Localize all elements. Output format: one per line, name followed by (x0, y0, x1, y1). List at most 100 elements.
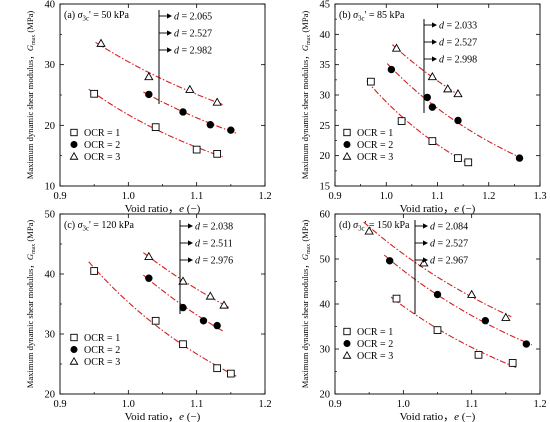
legend-label: OCR = 3 (84, 357, 120, 368)
legend-marker-ocr-3 (69, 356, 79, 365)
data-point-ocr-3 (178, 276, 188, 285)
data-point-ocr-2 (515, 154, 524, 162)
d-arrow-head (167, 47, 172, 53)
x-axis-label: Void ratio，e (−) (400, 203, 476, 215)
data-point-ocr-3 (96, 38, 106, 47)
y-tick-label: 50 (45, 210, 56, 221)
data-point-ocr-2 (385, 257, 394, 265)
legend-marker-ocr-3 (342, 350, 352, 359)
d-arrow-head (167, 30, 172, 36)
data-point-ocr-1 (433, 326, 442, 334)
legend-label: OCR = 1 (357, 327, 393, 338)
y-tick-label: 20 (320, 390, 331, 401)
legend-marker-ocr-2 (343, 339, 351, 347)
y-tick-label: 20 (45, 390, 56, 401)
d-value-label: d = 2.033 (439, 21, 477, 32)
data-point-ocr-1 (192, 145, 201, 154)
x-axis-label: Void ratio，e (−) (125, 203, 201, 215)
d-value-label: d = 2.527 (174, 29, 212, 40)
legend-marker-ocr-2 (70, 141, 78, 149)
data-point-ocr-2 (454, 116, 462, 125)
panel-label: (d) σ3c' = 150 kPa (339, 220, 410, 233)
y-tick-label: 40 (320, 30, 331, 41)
data-point-ocr-3 (205, 291, 216, 300)
d-arrow-head (432, 22, 437, 28)
y-tick-label: 50 (320, 255, 331, 266)
x-tick-label: 1.3 (533, 191, 546, 202)
fit-curve-ocr-3 (143, 252, 230, 309)
data-point-ocr-3 (427, 71, 438, 81)
y-tick-label: 45 (320, 0, 331, 11)
data-point-ocr-1 (226, 369, 235, 378)
data-point-ocr-1 (179, 340, 187, 349)
y-tick-label: 10 (45, 182, 56, 193)
legend-marker-ocr-2 (343, 141, 351, 149)
data-point-ocr-1 (151, 316, 160, 325)
data-point-ocr-1 (213, 149, 222, 158)
y-tick-label: 40 (320, 300, 331, 311)
x-tick-label: 1.2 (482, 191, 495, 202)
data-point-ocr-2 (433, 290, 442, 299)
d-arrow-head (432, 39, 437, 45)
panel-label: (c) σ3c' = 120 kPa (64, 220, 134, 233)
y-tick-label: 20 (45, 121, 56, 132)
data-point-ocr-1 (428, 137, 437, 145)
x-tick-label: 0.9 (328, 399, 341, 410)
fit-curve-ocr-1 (390, 296, 519, 369)
data-point-ocr-2 (481, 316, 490, 325)
legend-marker-ocr-1 (70, 128, 78, 137)
d-arrow-head (423, 240, 428, 246)
data-point-ocr-1 (508, 359, 517, 367)
chart-panel-c: 0.9 1.0 1.1 1.2 20 30 40 50 Void ratio，e (−) Maxi… (25, 210, 272, 422)
x-tick-label: 1.1 (465, 399, 478, 410)
legend-marker-ocr-3 (69, 151, 79, 160)
legend-label: OCR = 2 (357, 339, 393, 350)
data-point-ocr-2 (423, 93, 431, 102)
data-point-ocr-2 (227, 126, 235, 134)
x-tick-label: 1.2 (258, 399, 271, 410)
data-point-ocr-2 (199, 317, 208, 325)
x-tick-label: 1.0 (122, 191, 135, 202)
y-tick-label: 30 (320, 345, 331, 356)
d-arrow-head (167, 13, 172, 19)
y-axis-label: Maximum dynamic shear modulus，Gmax (MPa) (25, 11, 37, 180)
panel-label: (a) σ3c' = 50 kPa (64, 10, 129, 23)
legend-label: OCR = 2 (84, 140, 120, 151)
fit-curve-ocr-3 (392, 44, 463, 98)
x-tick-label: 1.0 (122, 399, 135, 410)
panel-label: (b) σ3c' = 85 kPa (339, 10, 405, 23)
data-point-ocr-3 (144, 251, 154, 260)
x-axis-label: Void ratio，e (−) (125, 411, 201, 422)
legend-label: OCR = 1 (84, 128, 120, 139)
data-point-ocr-2 (179, 108, 187, 116)
data-point-ocr-2 (213, 321, 221, 330)
legend-label: OCR = 3 (84, 152, 120, 163)
legend-label: OCR = 3 (357, 152, 393, 163)
data-point-ocr-3 (219, 300, 229, 309)
data-point-ocr-3 (364, 226, 374, 235)
d-value-label: d = 2.967 (430, 256, 468, 267)
d-arrow-head (423, 223, 428, 229)
data-point-ocr-1 (151, 123, 160, 132)
fit-curve-ocr-2 (143, 91, 237, 134)
x-tick-label: 0.9 (53, 399, 66, 410)
x-tick-label: 1.0 (397, 399, 410, 410)
d-value-label: d = 2.976 (195, 256, 233, 267)
d-arrow-head (423, 257, 428, 263)
legend-marker-ocr-2 (70, 345, 78, 353)
d-arrow-head (432, 56, 437, 62)
data-point-ocr-3 (443, 84, 453, 93)
y-tick-label: 20 (320, 151, 331, 162)
x-tick-label: 0.9 (328, 191, 341, 202)
x-tick-label: 1.0 (380, 191, 393, 202)
legend-marker-ocr-3 (342, 151, 352, 160)
chart-panel-a: 0.9 1.0 1.1 1.2 10 20 30 40 Void ratio，e (−) Maxi… (25, 0, 272, 215)
legend-marker-ocr-1 (70, 333, 78, 342)
y-axis-label: Maximum dynamic shear modulus，Gmax (MPa) (300, 11, 312, 180)
y-tick-label: 30 (320, 91, 331, 102)
d-arrow-head (188, 223, 193, 229)
d-value-label: d = 2.527 (430, 239, 468, 250)
data-point-ocr-2 (428, 103, 437, 111)
d-value-label: d = 2.038 (195, 222, 233, 233)
data-point-ocr-2 (206, 121, 215, 129)
